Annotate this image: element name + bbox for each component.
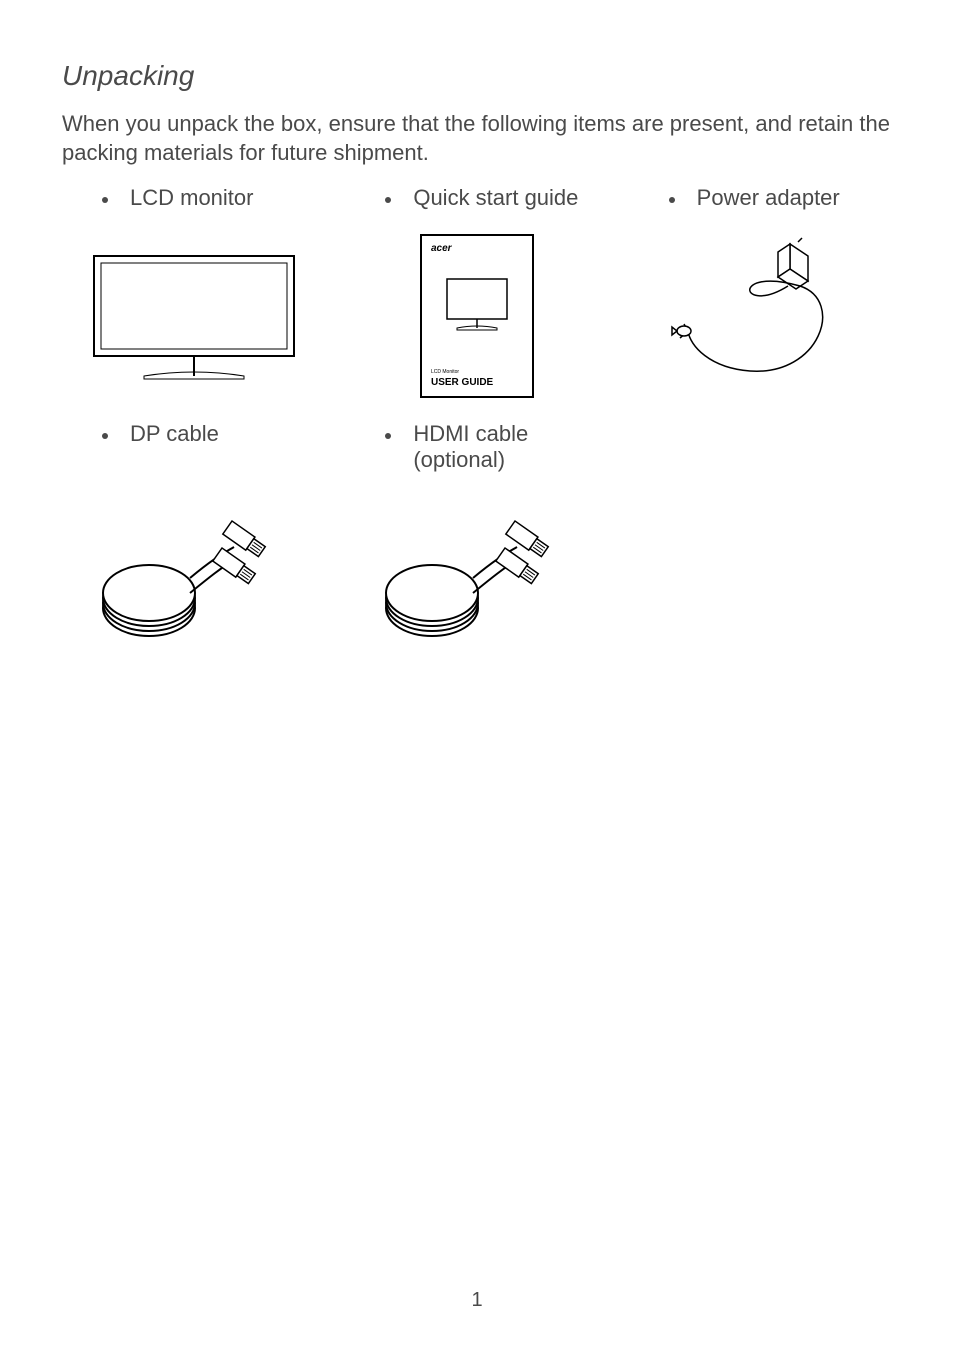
bullet-icon xyxy=(385,197,391,203)
page-number: 1 xyxy=(0,1289,954,1312)
item-label: LCD monitor xyxy=(130,185,253,211)
lcd-monitor-illustration xyxy=(62,231,325,401)
list-item: LCD monitor xyxy=(62,185,325,211)
hdmi-cable-illustration xyxy=(345,493,608,663)
quick-start-guide-illustration: acer LCD Monitor USER GUIDE xyxy=(345,231,608,401)
list-item: Quick start guide xyxy=(345,185,608,211)
document-page: Unpacking When you unpack the box, ensur… xyxy=(0,0,954,1354)
item-label: HDMI cable (optional) xyxy=(413,421,608,473)
dp-cable-illustration xyxy=(62,493,325,663)
item-label: DP cable xyxy=(130,421,219,447)
adapter-icon xyxy=(670,236,850,396)
list-item: Power adapter xyxy=(629,185,892,211)
item-label: Power adapter xyxy=(697,185,840,211)
guide-brand-text: acer xyxy=(431,243,453,254)
bullet-icon xyxy=(669,197,675,203)
section-heading: Unpacking xyxy=(62,60,892,92)
guide-icon: acer LCD Monitor USER GUIDE xyxy=(417,231,537,401)
monitor-icon xyxy=(89,246,299,386)
intro-paragraph: When you unpack the box, ensure that the… xyxy=(62,110,892,167)
bullet-icon xyxy=(102,433,108,439)
power-adapter-illustration xyxy=(629,231,892,401)
guide-caption: USER GUIDE xyxy=(431,377,494,388)
item-label: Quick start guide xyxy=(413,185,578,211)
bullet-icon xyxy=(385,433,391,439)
cable-icon xyxy=(94,503,294,653)
list-item: DP cable xyxy=(62,421,325,473)
bullet-icon xyxy=(102,197,108,203)
guide-small-caption: LCD Monitor xyxy=(431,369,459,375)
list-item: HDMI cable (optional) xyxy=(345,421,608,473)
cable-icon xyxy=(377,503,577,653)
items-grid: LCD monitor Quick start guide Power adap… xyxy=(62,185,892,663)
